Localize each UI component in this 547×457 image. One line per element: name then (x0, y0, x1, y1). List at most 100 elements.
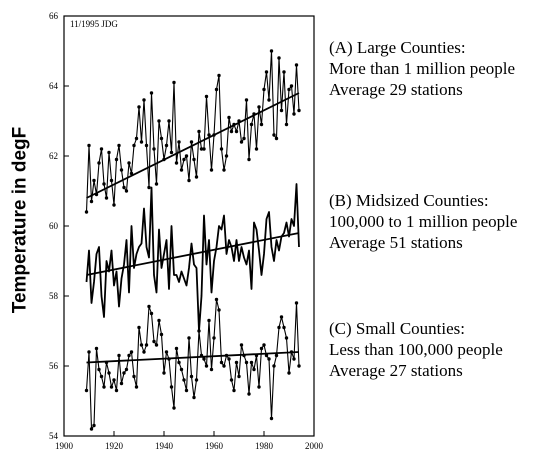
data-point-small (192, 395, 196, 400)
x-tick-label: 1980 (255, 441, 274, 451)
data-point-small (142, 350, 146, 354)
data-point-large (257, 105, 261, 109)
data-point-large (189, 140, 194, 144)
data-point-large (164, 143, 169, 148)
data-point-small (184, 388, 189, 393)
data-point-large (122, 185, 126, 190)
data-point-large (217, 73, 221, 78)
data-point-large (222, 168, 226, 172)
data-point-large (177, 140, 181, 144)
data-point-small (182, 378, 186, 382)
data-point-large (84, 210, 89, 214)
data-point-small (222, 364, 226, 368)
data-point-small (154, 343, 159, 347)
data-point-small (102, 385, 106, 389)
data-point-large (207, 133, 211, 137)
legend-small-population: Less than 100,000 people (329, 340, 503, 359)
data-point-large (297, 108, 301, 113)
data-point-small (279, 315, 284, 319)
data-point-large (197, 129, 201, 134)
data-point-small (189, 374, 194, 379)
y-tick-label: 66 (49, 11, 59, 21)
data-point-small (249, 360, 254, 365)
data-point-large (214, 87, 219, 92)
data-point-large (179, 168, 184, 172)
data-point-small (259, 346, 264, 351)
data-point-large (289, 84, 294, 88)
data-point-small (269, 416, 274, 421)
data-point-small (274, 353, 279, 358)
data-point-small (237, 374, 241, 379)
data-point-small (122, 371, 126, 375)
y-tick-label: 62 (49, 151, 58, 161)
data-point-large (187, 178, 191, 183)
data-point-large (254, 147, 259, 151)
data-point-large (142, 98, 146, 102)
data-point-small (202, 357, 206, 361)
data-point-large (279, 108, 284, 113)
data-point-small (297, 364, 301, 368)
data-point-small (137, 325, 141, 330)
data-point-small (97, 367, 101, 372)
y-tick-label: 56 (49, 361, 59, 371)
data-point-large (139, 140, 144, 144)
data-point-large (92, 178, 96, 183)
data-point-large (199, 147, 204, 151)
chart-annotation: 11/1995 JDG (70, 19, 118, 29)
data-point-large (87, 143, 91, 148)
data-point-small (209, 367, 214, 372)
data-point-large (99, 147, 104, 151)
data-point-large (249, 122, 254, 127)
legend-midsized-population: 100,000 to 1 million people (329, 212, 518, 231)
data-point-small (112, 378, 116, 382)
data-point-large (224, 154, 229, 158)
data-point-large (137, 105, 141, 109)
data-point-small (109, 385, 114, 389)
y-tick-label: 64 (49, 81, 59, 91)
data-point-small (212, 336, 216, 340)
data-point-large (227, 115, 231, 120)
data-point-large (287, 87, 291, 92)
data-point-large (244, 98, 249, 102)
data-point-large (292, 112, 296, 116)
data-point-large (109, 178, 114, 183)
data-point-small (294, 301, 299, 305)
data-point-small (267, 357, 271, 361)
x-tick-label: 1960 (205, 441, 224, 451)
data-point-large (167, 119, 171, 123)
data-point-small (217, 308, 221, 312)
data-point-large (272, 133, 276, 137)
data-point-small (132, 374, 136, 379)
legend-group-midsized: (B) Midsized Counties: 100,000 to 1 mill… (329, 190, 517, 253)
data-point-small (219, 360, 224, 365)
data-point-large (274, 136, 279, 141)
data-point-large (157, 119, 161, 123)
legend-small-title: (C) Small Counties: (329, 319, 465, 338)
data-point-small (174, 346, 179, 351)
data-point-small (207, 318, 211, 323)
data-point-large (112, 203, 116, 207)
data-point-large (149, 91, 154, 95)
data-point-large (277, 56, 281, 60)
x-tick-label: 1900 (55, 441, 74, 451)
data-point-large (172, 80, 176, 85)
data-point-small (234, 360, 239, 365)
data-point-small (194, 378, 199, 382)
data-point-large (169, 150, 174, 155)
legend-midsized-title: (B) Midsized Counties: (329, 191, 489, 210)
data-point-small (129, 350, 134, 354)
y-tick-label: 58 (49, 291, 59, 301)
data-point-small (99, 374, 104, 379)
data-point-large (267, 98, 271, 102)
data-point-small (214, 297, 219, 302)
data-point-small (282, 325, 286, 330)
series-group (84, 49, 301, 431)
data-point-large (234, 129, 239, 134)
legend-small-stations: Average 27 stations (329, 361, 463, 380)
trend-line-midsized (86, 232, 300, 276)
series-line-midsized (85, 183, 300, 332)
data-point-large (242, 136, 246, 141)
data-point-large (264, 70, 269, 74)
data-point-small (169, 385, 174, 389)
data-point-large (204, 94, 209, 99)
